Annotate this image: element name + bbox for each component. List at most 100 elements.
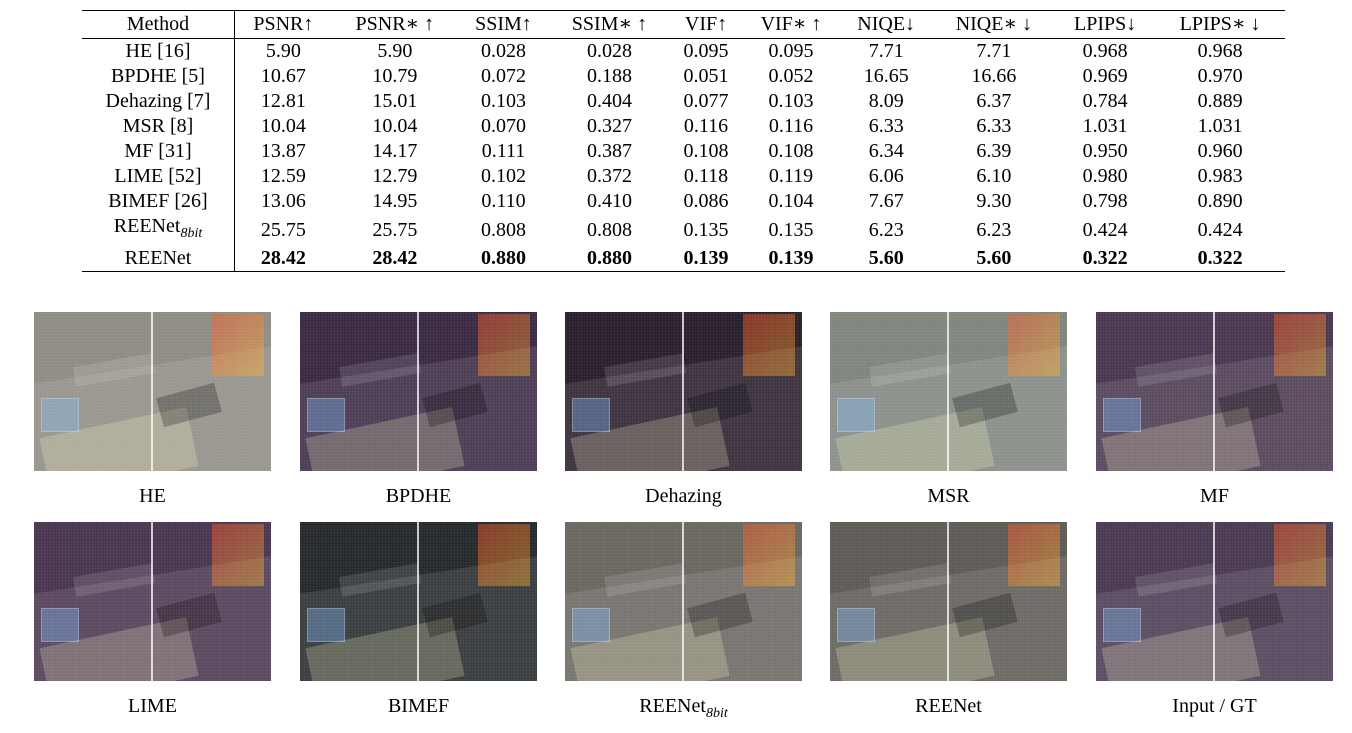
method-cell: LIME [52] [82, 164, 235, 189]
method-name: REENet [124, 247, 192, 269]
metric-cell: 13.06 [260, 190, 306, 212]
split-divider [1213, 522, 1215, 681]
metric-cell: 25.75 [260, 218, 306, 241]
col-header: VIF↑ [669, 10, 743, 39]
metric-cell: 7.67 [868, 190, 904, 212]
scene-box [307, 398, 345, 432]
metric-cell: 6.33 [868, 115, 904, 137]
col-header: SSIM↑ [457, 10, 549, 39]
image-caption: BIMEF [300, 694, 537, 718]
metric-cell: 7.71 [976, 40, 1012, 62]
method-name: LIME [52] [114, 165, 202, 187]
table-row: MSR [8] 10.04 10.04 0.070 0.327 0.116 0.116 6.3… [82, 114, 1285, 139]
metric-cell: 0.372 [586, 165, 632, 187]
metric-cell: 0.116 [768, 115, 814, 137]
image-caption: LIME [34, 694, 271, 718]
image-caption: REENet [830, 694, 1067, 718]
result-image [300, 312, 537, 471]
metric-cell: 28.42 [234, 246, 332, 272]
metric-cell: 0.808 [586, 218, 632, 241]
metric-cell: 25.75 [372, 218, 418, 241]
result-image [565, 522, 802, 681]
col-header: PSNR↑ [234, 10, 332, 39]
scene-poster [212, 524, 264, 586]
method-name: BIMEF [26] [108, 190, 208, 212]
metric-cell: 0.051 [683, 65, 729, 87]
table-row: LIME [52] 12.59 12.79 0.102 0.372 0.118 0.119 6… [82, 164, 1285, 189]
result-image [34, 522, 271, 681]
metric-cell: 0.103 [768, 90, 814, 112]
metric-cell: 0.188 [586, 65, 632, 87]
metric-cell: 0.404 [586, 90, 632, 112]
metric-cell: 0.116 [683, 115, 729, 137]
caption-text: BPDHE [385, 485, 452, 507]
split-divider [947, 312, 949, 471]
metric-cell: 0.119 [768, 165, 814, 187]
metric-cell: 7.71 [868, 40, 904, 62]
table-row: REENet 28.42 28.42 0.880 0.880 0.139 0.139 5.60… [82, 246, 1285, 272]
metric-cell: 12.59 [260, 165, 306, 187]
method-cell: REENet [82, 246, 235, 272]
metric-cell: 12.79 [372, 165, 418, 187]
scene-box [41, 398, 79, 432]
image-caption: HE [34, 484, 271, 508]
metric-cell: 0.028 [480, 40, 526, 62]
method-name: MF [31] [124, 140, 192, 162]
col-header: NIQE∗ ↓ [932, 10, 1056, 39]
split-divider [417, 522, 419, 681]
metric-cell: 1.031 [1197, 115, 1243, 137]
result-image [830, 312, 1067, 471]
table-row: BIMEF [26] 13.06 14.95 0.110 0.410 0.086 0.104… [82, 189, 1285, 214]
metric-cell: 0.890 [1197, 190, 1243, 212]
metric-cell: 0.983 [1197, 165, 1243, 187]
metric-cell: 12.81 [260, 90, 306, 112]
col-header: SSIM∗ ↑ [548, 10, 670, 39]
method-cell: BPDHE [5] [82, 64, 235, 89]
metric-cell: 0.798 [1082, 190, 1128, 212]
metric-cell: 0.139 [669, 246, 743, 272]
metric-cell: 0.135 [768, 218, 814, 241]
method-cell: BIMEF [26] [82, 189, 235, 214]
col-header: LPIPS∗ ↓ [1155, 10, 1285, 39]
metric-cell: 0.968 [1082, 40, 1128, 62]
caption-text: REENet [639, 695, 706, 717]
metric-cell: 0.052 [768, 65, 814, 87]
metric-cell: 6.34 [868, 140, 904, 162]
metric-cell: 0.108 [768, 140, 814, 162]
split-divider [151, 522, 153, 681]
metric-cell: 10.04 [372, 115, 418, 137]
metric-cell: 6.10 [976, 165, 1012, 187]
scene-poster [1274, 314, 1326, 376]
metric-cell: 0.322 [1055, 246, 1156, 272]
metric-cell: 0.103 [480, 90, 526, 112]
scene-poster [743, 524, 795, 586]
split-divider [1213, 312, 1215, 471]
metric-cell: 0.424 [1082, 218, 1128, 241]
scene-box [1103, 608, 1141, 642]
metric-cell: 13.87 [260, 140, 306, 162]
caption-text: HE [139, 485, 166, 507]
caption-text: LIME [128, 695, 177, 717]
metric-cell: 0.108 [683, 140, 729, 162]
metric-cell: 0.960 [1197, 140, 1243, 162]
method-name: BPDHE [5] [111, 65, 205, 87]
metric-cell: 0.118 [683, 165, 729, 187]
metric-cell: 0.095 [683, 40, 729, 62]
scene-box [572, 398, 610, 432]
metric-cell: 9.30 [976, 190, 1012, 212]
result-image [830, 522, 1067, 681]
scene-render [565, 312, 802, 471]
scene-box [1103, 398, 1141, 432]
metric-cell: 0.970 [1197, 65, 1243, 87]
method-cell: REENet8bit [82, 214, 235, 246]
metric-cell: 16.66 [971, 65, 1017, 87]
metric-cell: 0.077 [683, 90, 729, 112]
col-header: PSNR∗ ↑ [331, 10, 458, 39]
metric-cell: 0.808 [480, 218, 526, 241]
image-caption: REENet8bit [565, 694, 802, 726]
metric-cell: 0.111 [481, 140, 526, 162]
col-header: NIQE↓ [839, 10, 933, 39]
metric-cell: 5.60 [932, 246, 1056, 272]
metric-cell: 0.086 [683, 190, 729, 212]
scene-poster [1008, 524, 1060, 586]
